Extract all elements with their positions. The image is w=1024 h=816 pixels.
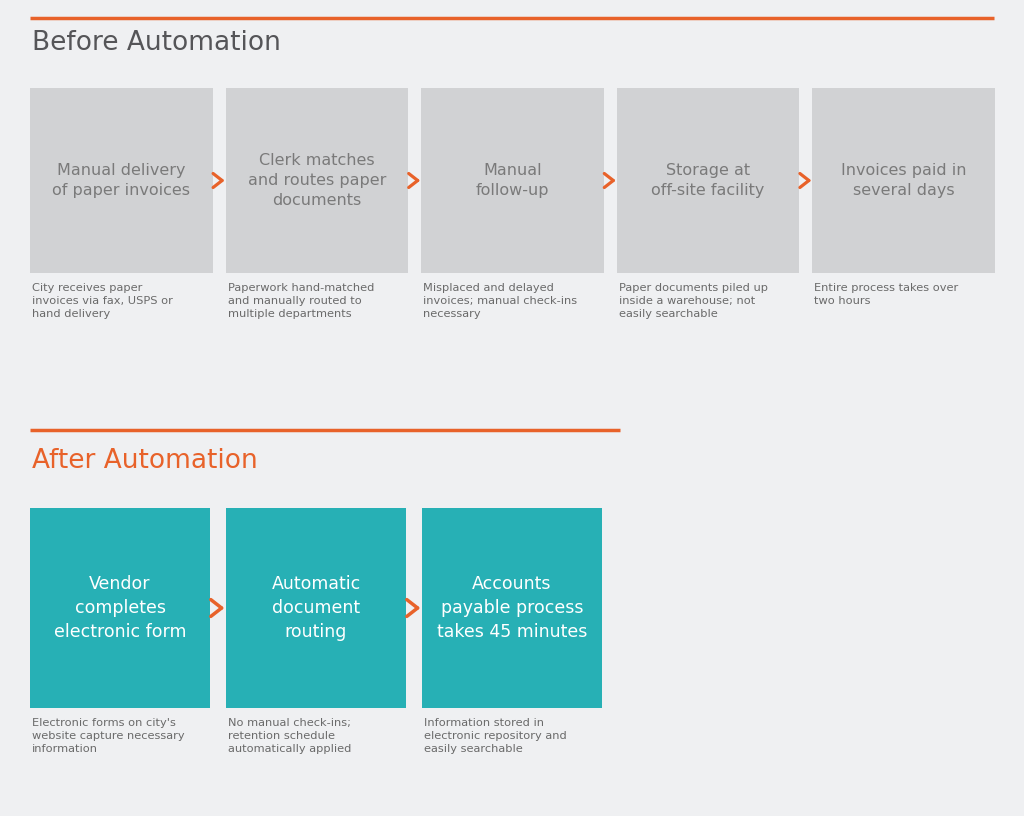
Text: City receives paper
invoices via fax, USPS or
hand delivery: City receives paper invoices via fax, US… [32, 283, 173, 319]
Text: No manual check-ins;
retention schedule
automatically applied: No manual check-ins; retention schedule … [228, 718, 351, 755]
FancyBboxPatch shape [421, 88, 604, 273]
FancyBboxPatch shape [225, 88, 409, 273]
Text: After Automation: After Automation [32, 448, 258, 474]
FancyBboxPatch shape [226, 508, 406, 708]
Text: Before Automation: Before Automation [32, 30, 281, 56]
Text: Paper documents piled up
inside a warehouse; not
easily searchable: Paper documents piled up inside a wareho… [618, 283, 768, 319]
Text: Electronic forms on city's
website capture necessary
information: Electronic forms on city's website captu… [32, 718, 184, 755]
Text: Clerk matches
and routes paper
documents: Clerk matches and routes paper documents [248, 153, 386, 208]
Text: Entire process takes over
two hours: Entire process takes over two hours [814, 283, 958, 306]
FancyBboxPatch shape [30, 88, 213, 273]
FancyBboxPatch shape [812, 88, 995, 273]
Text: Manual
follow-up: Manual follow-up [476, 163, 549, 198]
Text: Information stored in
electronic repository and
easily searchable: Information stored in electronic reposit… [424, 718, 566, 755]
Text: Manual delivery
of paper invoices: Manual delivery of paper invoices [52, 163, 190, 198]
Text: Vendor
completes
electronic form: Vendor completes electronic form [53, 575, 186, 641]
Text: Storage at
off-site facility: Storage at off-site facility [651, 163, 765, 198]
Text: Misplaced and delayed
invoices; manual check-ins
necessary: Misplaced and delayed invoices; manual c… [423, 283, 578, 319]
FancyBboxPatch shape [30, 508, 210, 708]
Text: Paperwork hand-matched
and manually routed to
multiple departments: Paperwork hand-matched and manually rout… [227, 283, 374, 319]
Text: Accounts
payable process
takes 45 minutes: Accounts payable process takes 45 minute… [437, 575, 587, 641]
FancyBboxPatch shape [616, 88, 800, 273]
FancyBboxPatch shape [422, 508, 602, 708]
Text: Automatic
document
routing: Automatic document routing [271, 575, 360, 641]
Text: Invoices paid in
several days: Invoices paid in several days [841, 163, 967, 198]
